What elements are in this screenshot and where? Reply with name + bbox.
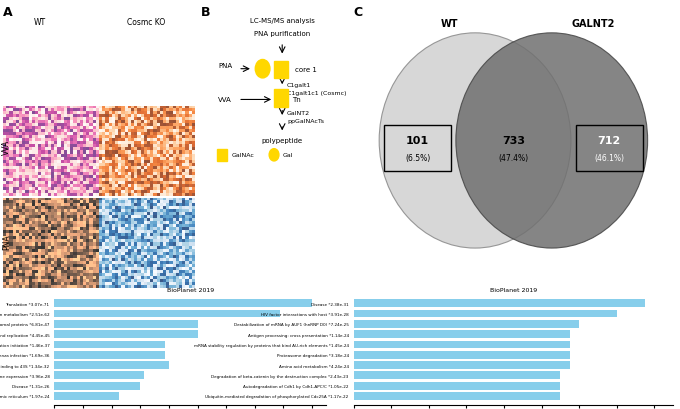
Title: BioPlanet 2019: BioPlanet 2019 bbox=[490, 288, 537, 293]
Text: Cosmc KO: Cosmc KO bbox=[127, 18, 165, 27]
Bar bbox=[54, 299, 312, 307]
Text: B: B bbox=[201, 7, 210, 19]
Text: (6.5%): (6.5%) bbox=[405, 154, 430, 163]
Text: LC-MS/MS analysis: LC-MS/MS analysis bbox=[250, 18, 315, 25]
Bar bbox=[354, 299, 645, 307]
Bar bbox=[54, 320, 198, 328]
Bar bbox=[274, 61, 288, 79]
Text: VVA: VVA bbox=[218, 97, 232, 103]
Bar bbox=[54, 330, 198, 338]
Bar bbox=[54, 351, 165, 359]
Text: (46.1%): (46.1%) bbox=[594, 154, 624, 163]
Bar bbox=[54, 310, 280, 317]
Bar bbox=[354, 371, 560, 379]
Bar bbox=[54, 361, 169, 369]
Text: PNA: PNA bbox=[2, 234, 11, 249]
Text: ppGalNAcTs: ppGalNAcTs bbox=[287, 119, 324, 124]
Bar bbox=[217, 149, 226, 162]
Text: GalNT2: GalNT2 bbox=[287, 111, 310, 116]
Bar bbox=[354, 320, 579, 328]
Bar bbox=[54, 341, 165, 348]
Bar bbox=[54, 392, 119, 400]
Text: Gal: Gal bbox=[282, 153, 292, 158]
Bar bbox=[354, 351, 570, 359]
Bar bbox=[354, 361, 570, 369]
Ellipse shape bbox=[456, 34, 647, 249]
Text: C: C bbox=[354, 7, 362, 19]
Text: WT: WT bbox=[33, 18, 46, 27]
Text: polypeptide: polypeptide bbox=[262, 138, 303, 144]
Text: 712: 712 bbox=[598, 136, 621, 146]
Text: WT: WT bbox=[441, 18, 458, 29]
Text: (47.4%): (47.4%) bbox=[498, 154, 528, 163]
Text: Tn: Tn bbox=[292, 97, 301, 103]
Text: core 1: core 1 bbox=[295, 67, 317, 72]
Text: 101: 101 bbox=[406, 136, 429, 146]
Title: BioPlanet 2019: BioPlanet 2019 bbox=[167, 288, 214, 293]
Bar bbox=[354, 330, 570, 338]
Text: PNA: PNA bbox=[218, 63, 232, 68]
Text: A: A bbox=[3, 7, 13, 19]
Bar bbox=[354, 310, 617, 317]
Bar bbox=[274, 90, 288, 107]
Text: PNA purification: PNA purification bbox=[254, 31, 310, 37]
Text: C1galt1c1 (Cosmc): C1galt1c1 (Cosmc) bbox=[287, 90, 347, 96]
Text: VVA: VVA bbox=[2, 139, 11, 155]
Bar bbox=[54, 371, 144, 379]
Bar bbox=[354, 392, 560, 400]
Circle shape bbox=[255, 60, 270, 79]
Text: GalNAc: GalNAc bbox=[232, 153, 254, 158]
Circle shape bbox=[269, 149, 279, 162]
Ellipse shape bbox=[379, 34, 571, 249]
Bar bbox=[354, 382, 560, 390]
Text: C1galt1: C1galt1 bbox=[287, 82, 311, 88]
Bar bbox=[354, 341, 570, 348]
Text: GALNT2: GALNT2 bbox=[572, 18, 615, 29]
Text: 733: 733 bbox=[502, 136, 525, 146]
Bar bbox=[54, 382, 140, 390]
